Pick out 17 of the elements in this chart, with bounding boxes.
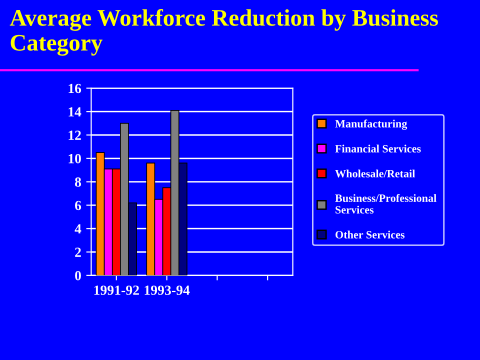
x-tick-label: 1993-94 [144, 286, 190, 295]
y-tick-label: 8 [74, 177, 82, 187]
y-tick-label: 0 [75, 270, 81, 280]
y-tick-label: 10 [68, 154, 81, 164]
chart-title: Average Workforce Reduction by Business Category [10, 9, 438, 56]
x-tick-label: 1991-92 [94, 286, 139, 295]
y-tick-label: 6 [75, 200, 82, 210]
y-tick-label: 16 [68, 84, 82, 94]
legend-label: Manufacturing [335, 120, 408, 130]
y-tick-label: 2 [75, 248, 81, 257]
y-tick-label: 4 [74, 224, 82, 234]
y-tick-label: 12 [68, 130, 81, 140]
legend-label: Business/Professional Services [335, 194, 436, 214]
legend-label: Wholesale/Retail [335, 170, 416, 178]
y-tick-label: 14 [68, 107, 82, 116]
legend-label: Financial Services [335, 144, 421, 152]
legend-label: Other Services [336, 230, 405, 238]
